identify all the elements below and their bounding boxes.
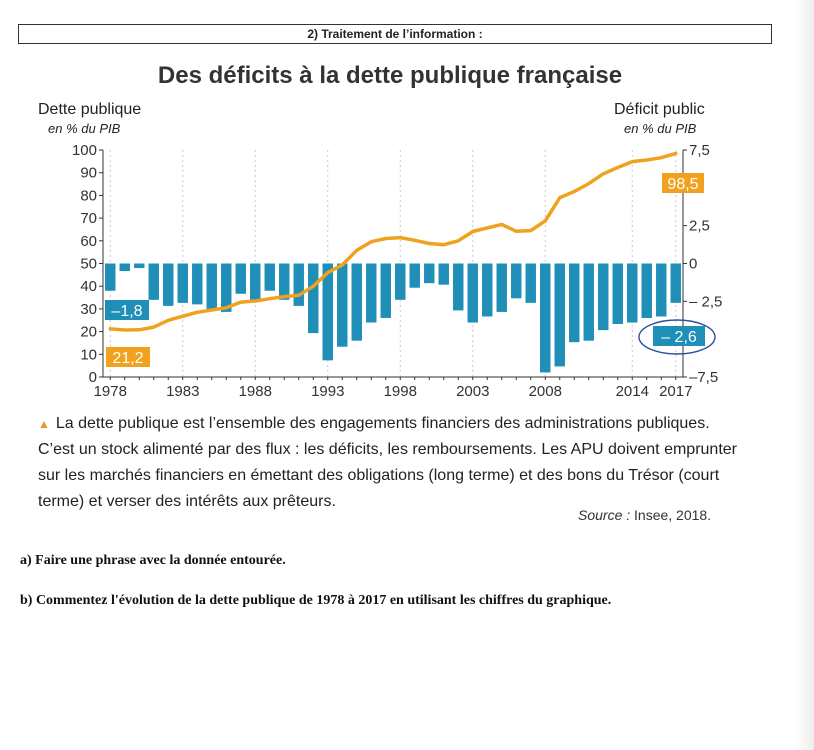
left-tick-label: 0: [89, 369, 97, 386]
data-label-box: [662, 173, 704, 193]
left-tick-label: 70: [80, 210, 97, 227]
chart-caption: ▲ La dette publique est l’ensemble des en…: [38, 411, 738, 515]
deficit-bar: [395, 263, 406, 300]
deficit-bar: [322, 263, 333, 361]
deficit-bar: [337, 263, 348, 347]
section-heading: 2) Traitement de l’information :: [18, 24, 772, 44]
left-axis-unit: en % du PIB: [48, 121, 121, 136]
source-text: Insee, 2018.: [634, 507, 712, 523]
data-label-box: [105, 300, 149, 320]
deficit-bar: [438, 263, 449, 285]
chart-title: Des déficits à la dette publique françai…: [157, 62, 623, 89]
left-axis-label: Dette publique: [38, 101, 142, 118]
data-label-box: [106, 347, 150, 367]
right-tick-label: 0: [689, 256, 697, 273]
source-label: Source :: [578, 507, 631, 523]
axes: 0 10 20 30 40 50 60 70 80 90 100 7,5 2,5 0 – 2,5 –7,5 19…: [72, 142, 722, 400]
question-a: a) Faire une phrase avec la donnée entou…: [20, 553, 286, 568]
deficit-bar: [105, 263, 116, 291]
left-tick-label: 60: [80, 233, 97, 250]
right-tick-label: 7,5: [689, 142, 710, 159]
deficit-bar: [279, 263, 290, 300]
deficit-bar: [612, 263, 623, 325]
caption-text: La dette publique est l’ensemble des eng…: [38, 415, 737, 510]
deficit-bar: [250, 263, 261, 302]
data-label: – 2,6: [661, 329, 697, 346]
left-tick-label: 20: [80, 324, 97, 341]
left-tick-label: 30: [80, 301, 97, 318]
deficit-bar: [569, 263, 580, 343]
deficit-bar: [583, 263, 594, 341]
deficit-bar: [641, 263, 652, 318]
triangle-icon: ▲: [38, 417, 50, 431]
right-tick-label: –7,5: [689, 369, 718, 386]
left-tick-label: 90: [80, 165, 97, 182]
deficit-bar: [380, 263, 391, 318]
right-tick-label: – 2,5: [689, 293, 722, 310]
deficit-bar: [482, 263, 493, 317]
deficit-bar: [467, 263, 478, 323]
x-tick-label: 1993: [311, 383, 344, 400]
deficit-bar: [409, 263, 420, 288]
deficit-bar: [656, 263, 667, 317]
deficit-bar: [177, 263, 188, 303]
deficit-bar: [221, 263, 232, 312]
deficit-bar: [206, 263, 217, 309]
x-tick-label: 1998: [384, 383, 417, 400]
x-tick-label: 1983: [166, 383, 199, 400]
deficit-bar: [496, 263, 507, 312]
left-tick-label: 40: [80, 278, 97, 295]
left-tick-label: 10: [80, 346, 97, 363]
deficit-bar: [453, 263, 464, 311]
right-tick-label: 2,5: [689, 218, 710, 235]
deficit-bar: [293, 263, 304, 306]
data-label: 21,2: [112, 350, 143, 367]
deficit-bar: [264, 263, 275, 291]
x-tick-label: 1988: [239, 383, 272, 400]
deficit-bar: [554, 263, 565, 367]
x-tick-label: 2014: [616, 383, 649, 400]
deficit-bar: [235, 263, 246, 294]
left-tick-label: 100: [72, 142, 97, 159]
deficit-bar: [148, 263, 159, 300]
deficit-bars: [105, 263, 681, 373]
deficit-bar: [627, 263, 638, 323]
x-tick-label: 1978: [94, 383, 127, 400]
data-label: 98,5: [667, 176, 698, 193]
deficit-bar: [525, 263, 536, 303]
data-label-box: [653, 326, 705, 346]
x-tick-label: 2017: [659, 383, 692, 400]
annotations: 21,2 –1,8 98,5 – 2,6: [105, 173, 716, 367]
deficit-bar: [511, 263, 522, 299]
data-label: –1,8: [111, 303, 142, 320]
right-axis-label: Déficit public: [614, 101, 705, 118]
circle-highlight: [638, 319, 716, 355]
x-tick-label: 2008: [529, 383, 562, 400]
deficit-bar: [598, 263, 609, 331]
question-b: b) Commentez l'évolution de la dette pub…: [20, 593, 612, 608]
deficit-bar: [192, 263, 203, 305]
x-tick-label: 2003: [456, 383, 489, 400]
deficit-bar: [670, 263, 681, 303]
deficit-bar: [119, 263, 130, 272]
left-tick-label: 50: [80, 256, 97, 273]
deficit-bar: [351, 263, 362, 341]
deficit-bar: [424, 263, 435, 284]
deficit-bar: [540, 263, 551, 373]
page-edge-shadow: [794, 0, 814, 750]
debt-line: [108, 151, 678, 332]
right-axis-unit: en % du PIB: [624, 121, 697, 136]
deficit-bar: [308, 263, 319, 334]
deficit-bar: [366, 263, 377, 323]
left-tick-label: 80: [80, 187, 97, 204]
deficit-bar: [134, 263, 145, 269]
source-note: Source : Insee, 2018.: [578, 507, 711, 523]
deficit-bar: [163, 263, 174, 306]
